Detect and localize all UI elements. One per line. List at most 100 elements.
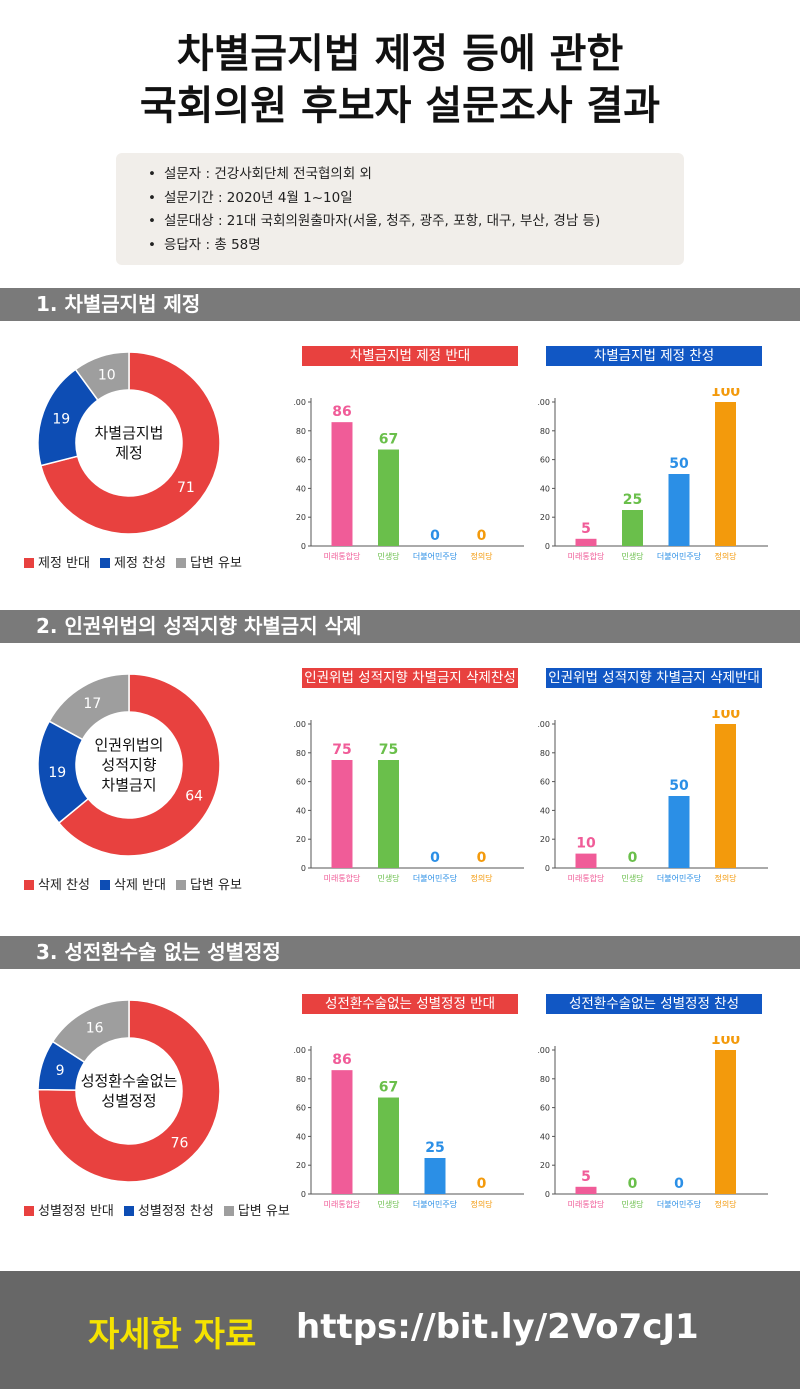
legend-swatch bbox=[175, 558, 186, 568]
legend-label: 성별정정 반대 bbox=[38, 1204, 114, 1219]
y-tick-label: 0 bbox=[301, 864, 306, 873]
bar-value-label: 0 bbox=[674, 1176, 684, 1192]
donut-center-label: 차별금지법 제정 bbox=[74, 423, 184, 463]
legend-item: 삭제 반대 bbox=[99, 878, 166, 893]
x-tick-label: 미래통합당 bbox=[568, 873, 605, 883]
section-heading-bar: 2. 인권위법의 성적지향 차별금지 삭제 bbox=[0, 610, 800, 643]
x-tick-label: 미래통합당 bbox=[324, 873, 361, 883]
footer-link[interactable]: https://bit.ly/2Vo7cJ1 bbox=[296, 1307, 699, 1347]
bar-value-label: 100 bbox=[711, 710, 740, 722]
donut-chart: 71 19 10 bbox=[37, 351, 221, 538]
x-tick-label: 정의당 bbox=[470, 1199, 493, 1209]
y-tick-label: 80 bbox=[296, 749, 306, 758]
donut-slice-red bbox=[39, 351, 221, 535]
bar-chart-title: 차별금지법 제정 반대 bbox=[302, 346, 518, 366]
bar-value-label: 5 bbox=[581, 1169, 591, 1185]
donut-value-label: 19 bbox=[48, 765, 66, 781]
legend-label: 답변 유보 bbox=[189, 556, 242, 571]
bar bbox=[668, 796, 690, 868]
y-tick-label: 0 bbox=[545, 1190, 550, 1199]
section-heading: 1. 차별금지법 제정 bbox=[36, 292, 201, 316]
donut-center-line: 제정 bbox=[115, 444, 143, 462]
x-tick-label: 정의당 bbox=[470, 551, 493, 561]
donut-value-label: 16 bbox=[86, 1021, 104, 1037]
legend-item: 삭제 찬성 bbox=[24, 878, 90, 893]
bar-chart: 0 20 40 60 80 100 5 미래통합당 25 민생당 50 더불어민주당 100 정의당 bbox=[535, 384, 778, 567]
bar bbox=[715, 724, 736, 868]
donut-legend: 제정 반대 제정 찬성 답변 유보 bbox=[24, 552, 252, 571]
donut-value-label: 64 bbox=[185, 789, 203, 805]
legend-label: 성별정정 찬성 bbox=[137, 1204, 214, 1219]
bar-chart-title: 차별금지법 제정 찬성 bbox=[546, 346, 762, 366]
donut-slice-red bbox=[57, 673, 221, 857]
x-tick-label: 정의당 bbox=[470, 873, 493, 883]
x-tick-label: 더불어민주당 bbox=[657, 551, 702, 561]
x-tick-label: 정의당 bbox=[714, 551, 737, 561]
y-tick-label: 80 bbox=[296, 427, 306, 436]
bar bbox=[378, 760, 399, 868]
donut-legend: 삭제 찬성 삭제 반대 답변 유보 bbox=[24, 874, 252, 893]
y-tick-label: 0 bbox=[301, 542, 306, 551]
donut-slice-gray bbox=[51, 999, 130, 1064]
legend-item: 답변 유보 bbox=[175, 556, 242, 571]
y-tick-label: 20 bbox=[540, 835, 550, 844]
bar bbox=[668, 474, 690, 546]
x-tick-label: 정의당 bbox=[714, 1199, 737, 1209]
bar bbox=[715, 402, 736, 546]
y-tick-label: 0 bbox=[545, 864, 550, 873]
section-heading: 2. 인권위법의 성적지향 차별금지 삭제 bbox=[36, 614, 362, 638]
bar-value-label: 25 bbox=[623, 492, 642, 508]
x-tick-label: 미래통합당 bbox=[324, 1199, 361, 1209]
bar-value-label: 0 bbox=[628, 850, 638, 866]
legend-item: 답변 유보 bbox=[175, 878, 242, 893]
section-heading-bar: 1. 차별금지법 제정 bbox=[0, 288, 800, 321]
bar-value-label: 0 bbox=[628, 1176, 638, 1192]
bar bbox=[378, 449, 399, 546]
donut-chart: 64 19 17 bbox=[37, 673, 221, 860]
x-tick-label: 정의당 bbox=[714, 873, 737, 883]
y-tick-label: 40 bbox=[296, 806, 306, 815]
bar-chart: 0 20 40 60 80 100 86 미래통합당 67 민생당 25 더불어민주당 0 정의당 bbox=[291, 1036, 534, 1215]
y-tick-label: 100 bbox=[538, 720, 550, 729]
y-tick-label: 20 bbox=[296, 835, 306, 844]
bar-chart-svg: 0 20 40 60 80 100 75 미래통합당 75 민생당 0 더불어민주당 0 정의당 bbox=[291, 720, 524, 883]
legend-swatch bbox=[175, 880, 186, 890]
x-tick-label: 민생당 bbox=[621, 1199, 644, 1209]
bar bbox=[424, 1158, 446, 1194]
y-tick-label: 40 bbox=[296, 1132, 306, 1141]
donut-svg: 64 19 17 bbox=[37, 673, 221, 857]
y-tick-label: 100 bbox=[294, 720, 306, 729]
legend-item: 성별정정 찬성 bbox=[123, 1204, 214, 1219]
legend-label: 제정 반대 bbox=[38, 556, 90, 571]
bar-value-label: 0 bbox=[477, 850, 487, 866]
donut-value-label: 71 bbox=[177, 480, 195, 496]
x-tick-label: 미래통합당 bbox=[568, 551, 605, 561]
info-target: 설문대상 : 21대 국회의원출마자(서울, 청주, 광주, 포항, 대구, 부… bbox=[148, 210, 684, 234]
bar bbox=[331, 422, 353, 546]
y-tick-label: 0 bbox=[301, 1190, 306, 1199]
legend-label: 삭제 반대 bbox=[113, 878, 166, 893]
x-tick-label: 민생당 bbox=[377, 551, 400, 561]
title-line-1: 차별금지법 제정 등에 관한 bbox=[176, 31, 624, 77]
y-tick-label: 40 bbox=[296, 484, 306, 493]
y-tick-label: 20 bbox=[540, 1161, 550, 1170]
y-tick-label: 80 bbox=[540, 427, 550, 436]
legend-swatch bbox=[24, 880, 34, 890]
info-surveyor: 설문자 : 건강사회단체 전국협의회 외 bbox=[148, 163, 684, 187]
bar-value-label: 67 bbox=[379, 1080, 398, 1096]
bar-chart: 0 20 40 60 80 100 86 미래통합당 67 민생당 0 더불어민주당 0 정의당 bbox=[291, 388, 534, 567]
donut-slice-gray bbox=[48, 673, 130, 741]
bar bbox=[331, 1070, 353, 1194]
bar-value-label: 25 bbox=[425, 1140, 444, 1156]
y-tick-label: 100 bbox=[294, 1046, 306, 1055]
donut-value-label: 19 bbox=[52, 412, 70, 428]
title-line-2: 국회의원 후보자 설문조사 결과 bbox=[139, 83, 661, 129]
bar-chart-svg: 0 20 40 60 80 100 86 미래통합당 67 민생당 0 더불어민주당 0 정의당 bbox=[291, 398, 524, 561]
y-tick-label: 100 bbox=[538, 398, 550, 407]
info-respondents: 응답자 : 총 58명 bbox=[148, 234, 684, 258]
legend-item: 제정 반대 bbox=[24, 556, 90, 571]
bar-chart-title: 성전환수술없는 성별정정 찬성 bbox=[546, 994, 762, 1014]
bar bbox=[575, 1186, 597, 1194]
footer: 자세한 자료 https://bit.ly/2Vo7cJ1 bbox=[0, 1271, 800, 1389]
section-heading: 3. 성전환수술 없는 성별정정 bbox=[36, 940, 281, 964]
